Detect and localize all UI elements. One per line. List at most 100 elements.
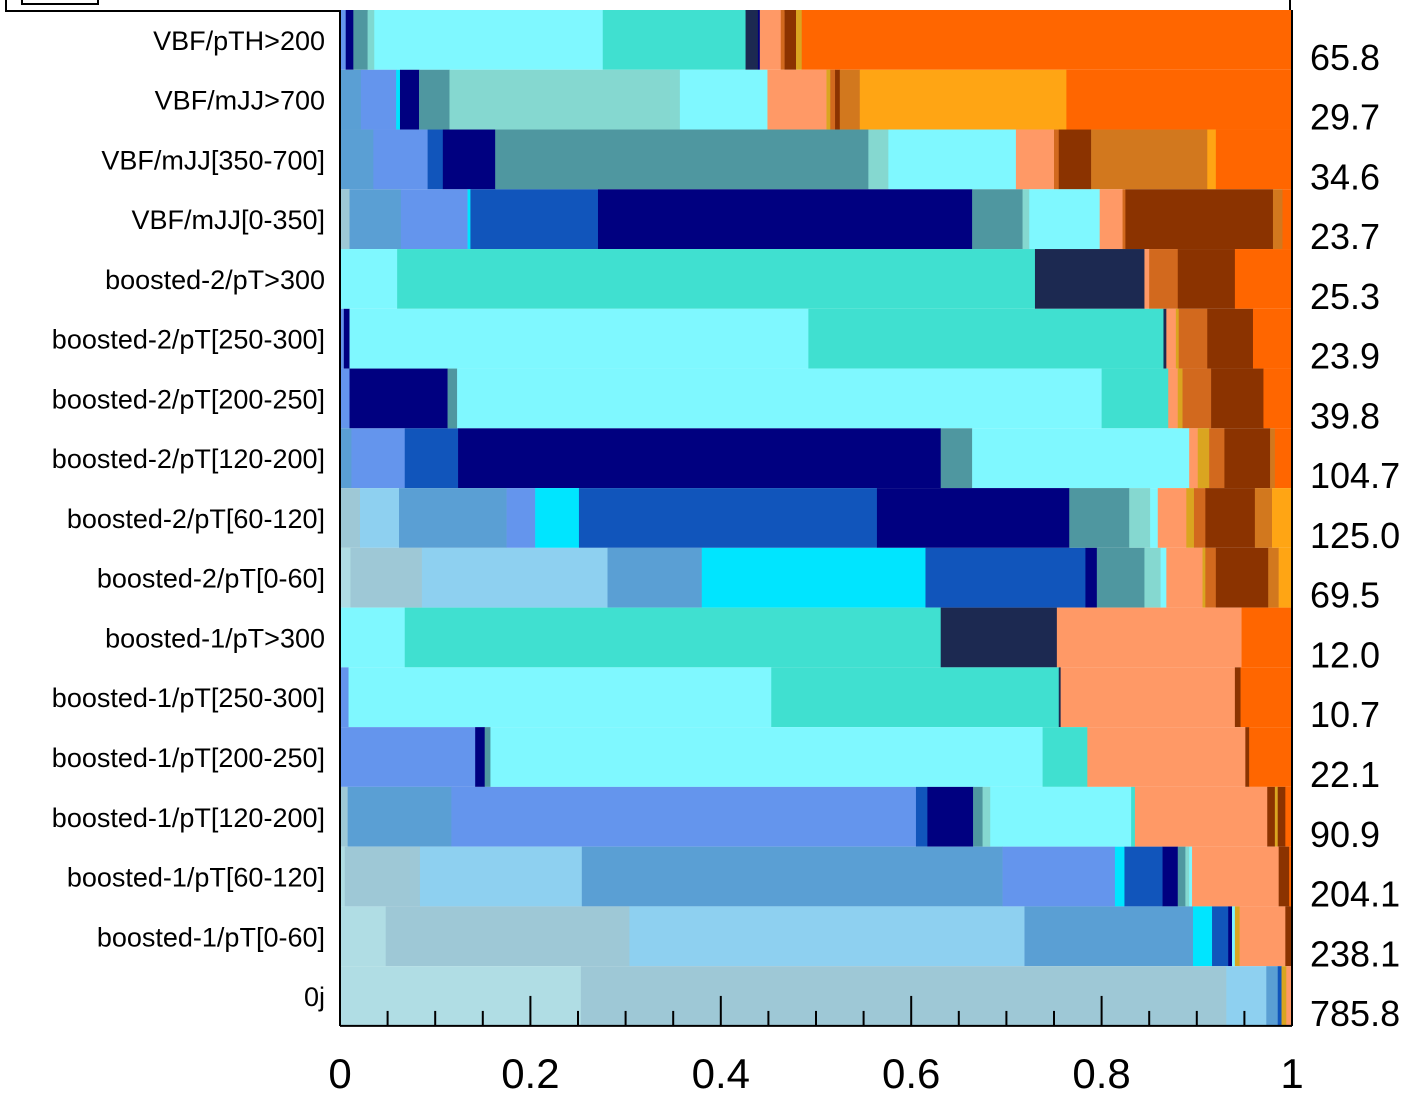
bar-segment xyxy=(1241,607,1293,668)
bar-segment xyxy=(1099,189,1123,250)
bar-segment xyxy=(1166,308,1177,369)
bar-segment xyxy=(419,846,583,907)
bar-segment xyxy=(1285,906,1293,967)
total-value-label: 104.7 xyxy=(1310,455,1400,496)
bar-segment xyxy=(1274,786,1279,847)
category-label: VBF/mJJ[350-700] xyxy=(101,145,325,175)
bar-segment xyxy=(1034,249,1145,309)
total-value-label: 22.1 xyxy=(1310,754,1380,795)
bar-segment xyxy=(404,428,459,489)
bar-segment xyxy=(1268,547,1279,608)
bar-row xyxy=(340,368,1293,429)
bar-row xyxy=(340,786,1293,847)
bar-segment xyxy=(602,10,746,70)
bar-row xyxy=(340,667,1293,728)
bar-segment xyxy=(340,966,582,1026)
bar-segment xyxy=(340,488,361,548)
bar-segment xyxy=(940,607,1058,668)
category-label: boosted-2/pT[200-250] xyxy=(52,384,325,414)
bar-segment xyxy=(701,547,926,608)
bar-segment xyxy=(1207,308,1254,369)
bar-segment xyxy=(745,10,759,70)
bar-segment xyxy=(340,189,350,250)
bar-row xyxy=(340,607,1293,668)
bar-segment xyxy=(1249,727,1293,787)
bars-layer xyxy=(340,10,1293,1026)
bar-segment xyxy=(1029,189,1100,250)
bar-segment xyxy=(808,308,1164,369)
bar-segment xyxy=(1239,906,1286,967)
bar-segment xyxy=(345,10,354,70)
bar-segment xyxy=(1274,428,1293,489)
legend-frame xyxy=(5,0,1291,12)
bar-segment xyxy=(419,69,450,130)
bar-segment xyxy=(1150,488,1159,548)
bar-segment xyxy=(759,10,782,70)
bar-segment xyxy=(1182,368,1212,429)
bar-row xyxy=(340,547,1293,608)
bar-segment xyxy=(1058,129,1092,190)
bar-segment xyxy=(1192,846,1279,907)
bar-segment xyxy=(1240,667,1293,728)
bar-segment xyxy=(447,368,458,429)
bar-segment xyxy=(990,786,1132,847)
bar-segment xyxy=(1232,906,1236,967)
bar-segment xyxy=(1163,308,1167,369)
bar-segment xyxy=(1015,129,1055,190)
total-value-label: 23.9 xyxy=(1310,336,1380,377)
bar-segment xyxy=(421,547,608,608)
bar-row xyxy=(340,428,1293,489)
bar-segment xyxy=(835,69,841,130)
bar-row xyxy=(340,129,1293,190)
bar-segment xyxy=(839,69,861,130)
bar-segment xyxy=(350,547,423,608)
bar-segment xyxy=(1272,189,1283,250)
bar-row xyxy=(340,966,1293,1026)
bar-segment xyxy=(1252,308,1293,369)
bar-segment xyxy=(1234,249,1293,309)
bar-segment xyxy=(475,727,485,787)
bar-segment xyxy=(458,428,942,489)
bar-segment xyxy=(830,69,836,130)
bar-segment xyxy=(868,129,889,190)
bar-segment xyxy=(757,10,761,70)
bar-segment xyxy=(1202,547,1206,608)
bar-segment xyxy=(373,129,428,190)
bar-segment xyxy=(344,846,421,907)
total-value-label: 785.8 xyxy=(1310,993,1400,1034)
bar-segment xyxy=(1285,786,1293,847)
legend-swatch xyxy=(21,0,99,5)
bar-segment xyxy=(1058,667,1061,728)
bar-segment xyxy=(771,667,1060,728)
bar-segment xyxy=(367,10,375,70)
bar-segment xyxy=(470,189,599,250)
bar-segment xyxy=(1056,607,1242,668)
bar-segment xyxy=(359,488,400,548)
bar-segment xyxy=(1267,786,1276,847)
category-label: 0j xyxy=(304,982,325,1012)
total-value-label: 10.7 xyxy=(1310,694,1380,735)
bar-segment xyxy=(442,129,496,190)
bar-segment xyxy=(374,10,604,70)
total-value-label: 238.1 xyxy=(1310,933,1400,974)
bar-segment xyxy=(340,368,350,429)
bar-segment xyxy=(1024,906,1194,967)
bar-segment xyxy=(467,189,471,250)
bar-segment xyxy=(1197,428,1210,489)
bar-segment xyxy=(1175,308,1180,369)
bar-segment xyxy=(1215,129,1293,190)
bar-segment xyxy=(427,129,444,190)
legend-box xyxy=(5,0,1291,12)
bar-segment xyxy=(1060,667,1236,728)
category-label: boosted-1/pT[200-250] xyxy=(52,743,325,773)
bar-segment xyxy=(1281,966,1287,1026)
bar-segment xyxy=(876,488,1070,548)
bar-segment xyxy=(1234,906,1240,967)
bar-segment xyxy=(1162,846,1179,907)
bar-segment xyxy=(340,667,349,728)
bar-segment xyxy=(580,966,1227,1026)
bar-segment xyxy=(927,786,974,847)
bar-segment xyxy=(1189,428,1199,489)
bar-segment xyxy=(385,906,630,967)
bar-segment xyxy=(340,846,346,907)
